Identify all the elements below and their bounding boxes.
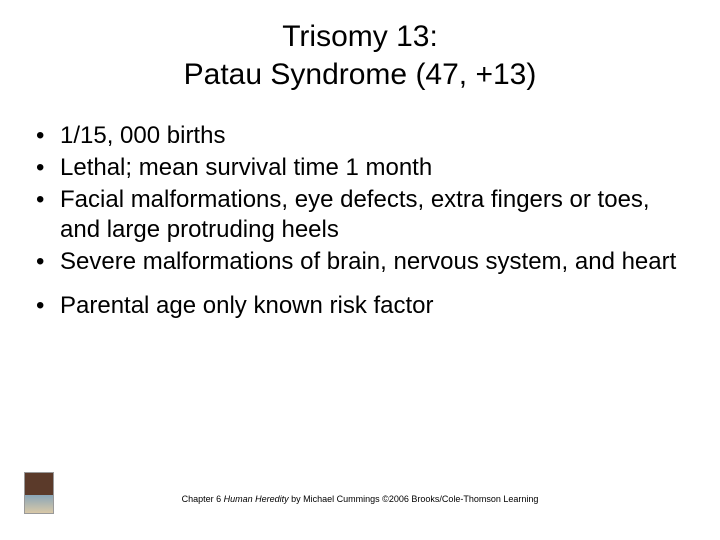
bullet-item: Facial malformations, eye defects, extra… [32, 185, 696, 245]
bullet-item: Lethal; mean survival time 1 month [32, 153, 696, 183]
bullet-item: Severe malformations of brain, nervous s… [32, 247, 696, 277]
spacer [24, 279, 696, 291]
book-cover-icon [24, 472, 54, 514]
bullet-item: 1/15, 000 births [32, 121, 696, 151]
footer-prefix: Chapter 6 [182, 494, 224, 504]
bullet-list-secondary: Parental age only known risk factor [24, 291, 696, 321]
bullet-item: Parental age only known risk factor [32, 291, 696, 321]
footer-citation: Chapter 6 Human Heredity by Michael Cumm… [0, 494, 720, 504]
bullet-list-main: 1/15, 000 births Lethal; mean survival t… [24, 121, 696, 277]
slide-title: Trisomy 13: Patau Syndrome (47, +13) [24, 18, 696, 93]
title-line-1: Trisomy 13: [64, 18, 656, 56]
footer-suffix: by Michael Cummings ©2006 Brooks/Cole-Th… [289, 494, 539, 504]
slide-container: Trisomy 13: Patau Syndrome (47, +13) 1/1… [0, 0, 720, 540]
footer-book-title: Human Heredity [224, 494, 289, 504]
title-line-2: Patau Syndrome (47, +13) [64, 56, 656, 94]
